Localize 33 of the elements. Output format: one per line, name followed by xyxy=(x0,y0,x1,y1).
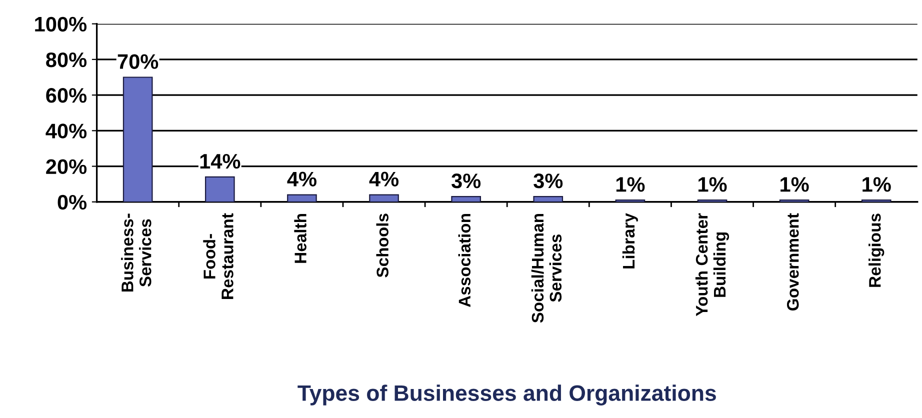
bar xyxy=(369,194,399,202)
x-tick-label: Business- Services xyxy=(121,214,152,292)
x-tick-label: Government xyxy=(786,213,799,310)
data-label: 3% xyxy=(534,174,563,188)
x-axis-title: Types of Businesses and Organizations xyxy=(298,384,716,406)
y-tick-label: 60% xyxy=(46,88,87,103)
bar xyxy=(122,76,153,202)
x-tick-label: Schools xyxy=(376,214,388,278)
y-tick-label: 20% xyxy=(46,159,87,174)
bar xyxy=(533,196,564,202)
bar xyxy=(287,194,317,202)
x-tick-label: Library xyxy=(622,213,638,268)
data-label: 1% xyxy=(616,177,645,192)
data-label: 1% xyxy=(862,177,891,192)
bar xyxy=(204,176,235,202)
x-tick-label: Association xyxy=(458,214,471,308)
data-label: 3% xyxy=(451,174,481,188)
data-label: 14% xyxy=(200,154,240,169)
data-label: 4% xyxy=(369,172,399,186)
x-tick-label: Religious xyxy=(868,214,884,287)
x-tick-label: Food- Restaurant xyxy=(203,213,234,299)
x-tick-label: Youth Center Building xyxy=(695,213,730,316)
x-tick-label: Health xyxy=(294,214,306,263)
data-label: 1% xyxy=(698,177,727,192)
y-tick-label: 40% xyxy=(46,124,87,138)
x-tick-label: Social/Human Services xyxy=(531,214,562,323)
bar xyxy=(451,196,481,202)
y-tick-label: 100% xyxy=(35,16,87,32)
data-label: 4% xyxy=(287,172,316,186)
data-label: 70% xyxy=(118,54,158,69)
y-tick-label: 0% xyxy=(58,194,87,210)
data-label: 1% xyxy=(780,177,809,192)
y-tick-label: 80% xyxy=(46,52,87,68)
